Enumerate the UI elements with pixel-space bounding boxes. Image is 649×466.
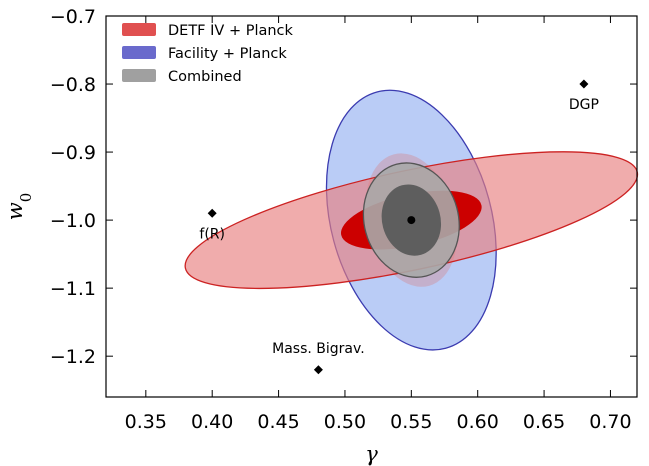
- marker-dgp: [579, 79, 589, 89]
- x-tick-label: 0.50: [324, 411, 366, 433]
- legend-label: Facility + Planck: [168, 46, 287, 62]
- y-tick-label: −0.7: [50, 6, 96, 28]
- y-tick-label: −1.2: [50, 346, 96, 368]
- x-axis-label: γ: [365, 442, 378, 466]
- legend-swatch: [122, 69, 156, 82]
- label-mass-bigrav: Mass. Bigrav.: [272, 341, 365, 357]
- plot-frame: [105, 15, 638, 398]
- y-tick-label: −0.8: [50, 74, 96, 96]
- legend-label: DETF IV + Planck: [168, 23, 294, 39]
- marker-f-r: [207, 208, 217, 218]
- model-markers: DGP f(R) Mass. Bigrav.: [199, 79, 599, 375]
- x-tick-label: 0.40: [191, 411, 233, 433]
- x-tick-label: 0.55: [390, 411, 432, 433]
- fiducial-point: [407, 216, 416, 225]
- y-tick-label: −1.1: [50, 278, 96, 300]
- legend-swatch: [122, 46, 156, 59]
- legend-label: Combined: [168, 69, 242, 85]
- legend: DETF IV + Planck Facility + Planck Combine…: [122, 23, 294, 85]
- legend-swatch: [122, 23, 156, 36]
- marker-mass-bigrav: [313, 365, 323, 375]
- label-f-r: f(R): [199, 226, 225, 242]
- x-tick-label: 0.65: [523, 411, 565, 433]
- fiducial-dot: [407, 216, 416, 225]
- axis-ticks: 0.35 0.40 0.45 0.50 0.55 0.60 0.65 0.70 −0.7 −0.8…: [50, 6, 637, 433]
- label-dgp: DGP: [569, 97, 599, 113]
- x-tick-label: 0.60: [457, 411, 499, 433]
- x-tick-label: 0.45: [257, 411, 299, 433]
- x-tick-label: 0.70: [589, 411, 631, 433]
- y-axis-label: w0: [3, 193, 35, 221]
- x-tick-label: 0.35: [125, 411, 167, 433]
- y-tick-label: −0.9: [50, 142, 96, 164]
- y-tick-label: −1.0: [50, 210, 96, 232]
